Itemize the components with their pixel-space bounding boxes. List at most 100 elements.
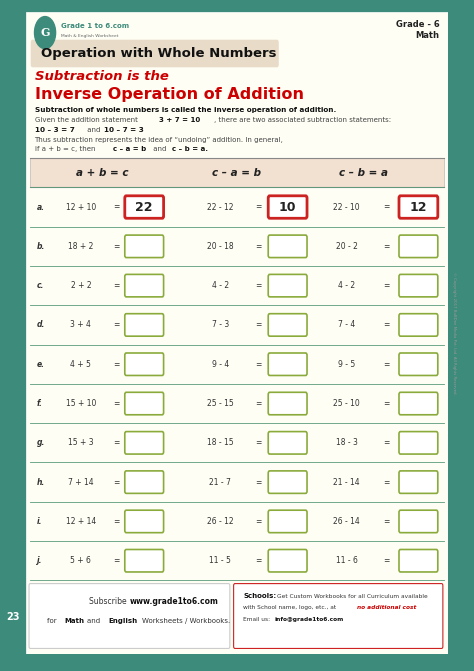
Text: Operation with Whole Numbers: Operation with Whole Numbers [41, 47, 276, 60]
Text: =: = [255, 517, 261, 526]
FancyBboxPatch shape [268, 353, 307, 376]
Text: Subtraction of whole numbers is called the inverse operation of addition.: Subtraction of whole numbers is called t… [35, 107, 336, 113]
Text: 18 + 2: 18 + 2 [68, 242, 93, 251]
FancyBboxPatch shape [125, 235, 164, 258]
Text: a + b = c: a + b = c [76, 168, 128, 178]
Text: 7 - 3: 7 - 3 [211, 321, 229, 329]
Text: Worksheets / Workbooks.: Worksheets / Workbooks. [142, 618, 230, 624]
Text: 2 + 2: 2 + 2 [71, 281, 91, 290]
FancyBboxPatch shape [399, 471, 438, 493]
Text: f.: f. [36, 399, 43, 408]
Text: =: = [114, 281, 120, 290]
Text: 7 - 4: 7 - 4 [338, 321, 356, 329]
Text: if a + b = c, then: if a + b = c, then [35, 146, 100, 152]
Text: =: = [255, 360, 261, 369]
Text: 9 - 5: 9 - 5 [338, 360, 356, 369]
Text: =: = [114, 517, 120, 526]
Text: =: = [114, 242, 120, 251]
FancyBboxPatch shape [399, 431, 438, 454]
FancyBboxPatch shape [30, 158, 444, 187]
Text: 22 - 12: 22 - 12 [207, 203, 233, 211]
Text: 10 – 7 = 3: 10 – 7 = 3 [104, 127, 144, 134]
FancyBboxPatch shape [234, 584, 443, 648]
Text: 3 + 4: 3 + 4 [71, 321, 91, 329]
Text: no additional cost: no additional cost [357, 605, 417, 611]
FancyBboxPatch shape [125, 314, 164, 336]
Text: =: = [255, 556, 261, 565]
Circle shape [35, 17, 55, 49]
Text: =: = [255, 478, 261, 486]
Text: 20 - 2: 20 - 2 [336, 242, 357, 251]
Text: =: = [383, 556, 390, 565]
Text: c – a = b: c – a = b [112, 146, 146, 152]
Text: =: = [114, 556, 120, 565]
Text: c – b = a.: c – b = a. [172, 146, 208, 152]
FancyBboxPatch shape [399, 235, 438, 258]
Text: h.: h. [36, 478, 45, 486]
FancyBboxPatch shape [268, 471, 307, 493]
Text: Schools:: Schools: [243, 593, 276, 599]
Text: 25 - 15: 25 - 15 [207, 399, 234, 408]
FancyBboxPatch shape [125, 274, 164, 297]
FancyBboxPatch shape [31, 40, 279, 67]
Text: 10 – 3 = 7: 10 – 3 = 7 [35, 127, 74, 134]
Text: =: = [114, 438, 120, 448]
Text: =: = [114, 399, 120, 408]
Text: 5 + 6: 5 + 6 [71, 556, 91, 565]
FancyBboxPatch shape [399, 274, 438, 297]
Text: 4 - 2: 4 - 2 [338, 281, 355, 290]
FancyBboxPatch shape [125, 196, 164, 218]
Text: 21 - 7: 21 - 7 [209, 478, 231, 486]
FancyBboxPatch shape [125, 353, 164, 376]
Text: and: and [151, 146, 170, 152]
Text: © Copyright 2017 BuBDee Media Pvt. Ltd. All Rights Reserved.: © Copyright 2017 BuBDee Media Pvt. Ltd. … [452, 272, 456, 395]
FancyBboxPatch shape [268, 431, 307, 454]
Text: =: = [383, 399, 390, 408]
Text: c – a = b: c – a = b [212, 168, 262, 178]
Text: Inverse Operation of Addition: Inverse Operation of Addition [35, 87, 303, 103]
FancyBboxPatch shape [125, 471, 164, 493]
Text: and: and [85, 127, 103, 134]
Text: b.: b. [36, 242, 45, 251]
FancyBboxPatch shape [268, 235, 307, 258]
Text: Subscribe: Subscribe [90, 597, 129, 606]
Text: 4 + 5: 4 + 5 [71, 360, 91, 369]
Text: =: = [114, 321, 120, 329]
FancyBboxPatch shape [399, 393, 438, 415]
Text: Given the addition statement: Given the addition statement [35, 117, 140, 123]
Text: 7 + 14: 7 + 14 [68, 478, 94, 486]
Text: i.: i. [36, 517, 42, 526]
Text: a.: a. [36, 203, 45, 211]
Text: 11 - 5: 11 - 5 [209, 556, 231, 565]
Text: 18 - 15: 18 - 15 [207, 438, 233, 448]
Text: Email us:: Email us: [243, 617, 273, 622]
Text: 12: 12 [410, 201, 427, 213]
Text: 25 - 10: 25 - 10 [333, 399, 360, 408]
Text: Subtraction is the: Subtraction is the [35, 70, 168, 83]
FancyBboxPatch shape [268, 314, 307, 336]
Text: =: = [114, 360, 120, 369]
Text: 12 + 14: 12 + 14 [66, 517, 96, 526]
Text: Math & English Worksheet: Math & English Worksheet [61, 34, 118, 38]
FancyBboxPatch shape [125, 550, 164, 572]
Text: =: = [383, 242, 390, 251]
Text: for: for [47, 618, 59, 624]
Text: 22: 22 [136, 201, 153, 213]
FancyBboxPatch shape [1, 603, 26, 632]
Text: Thus subtraction represents the idea of “undoing” addition. In general,: Thus subtraction represents the idea of … [35, 137, 283, 143]
FancyBboxPatch shape [268, 274, 307, 297]
Text: g.: g. [36, 438, 45, 448]
FancyBboxPatch shape [268, 510, 307, 533]
Text: 10: 10 [279, 201, 296, 213]
FancyBboxPatch shape [399, 196, 438, 218]
Text: =: = [383, 321, 390, 329]
Text: 9 - 4: 9 - 4 [211, 360, 229, 369]
FancyBboxPatch shape [268, 196, 307, 218]
Text: and: and [87, 618, 102, 624]
FancyBboxPatch shape [268, 550, 307, 572]
Text: =: = [255, 399, 261, 408]
Text: www.grade1to6.com: www.grade1to6.com [129, 597, 219, 606]
Text: info@grade1to6.com: info@grade1to6.com [275, 617, 344, 622]
FancyBboxPatch shape [125, 431, 164, 454]
Text: =: = [255, 321, 261, 329]
